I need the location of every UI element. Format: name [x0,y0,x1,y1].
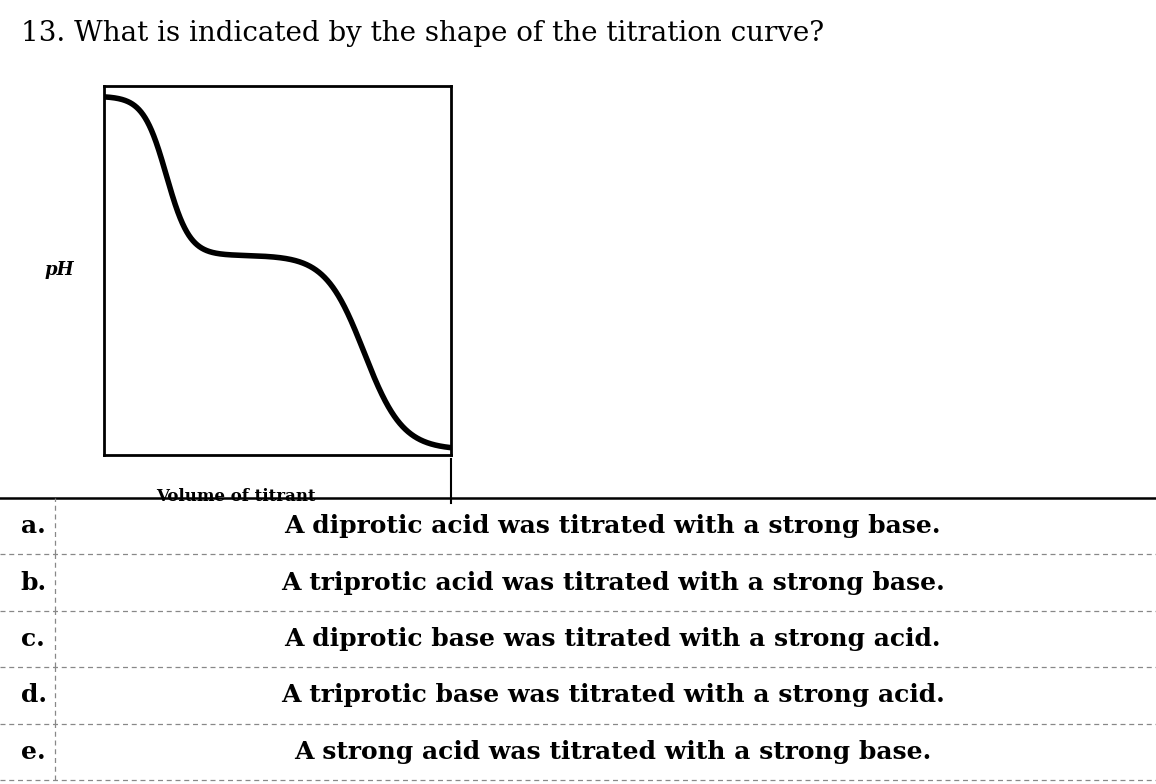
Text: d.: d. [21,684,46,707]
Text: c.: c. [21,627,45,651]
Text: pH: pH [44,262,74,279]
Text: A triprotic base was titrated with a strong acid.: A triprotic base was titrated with a str… [281,684,944,707]
Text: A strong acid was titrated with a strong base.: A strong acid was titrated with a strong… [294,740,932,764]
Text: A diprotic acid was titrated with a strong base.: A diprotic acid was titrated with a stro… [284,514,941,538]
Text: 13. What is indicated by the shape of the titration curve?: 13. What is indicated by the shape of th… [21,20,824,46]
Text: A diprotic base was titrated with a strong acid.: A diprotic base was titrated with a stro… [284,627,941,651]
Text: b.: b. [21,571,47,594]
Text: A triprotic acid was titrated with a strong base.: A triprotic acid was titrated with a str… [281,571,944,594]
Text: Volume of titrant: Volume of titrant [156,488,316,505]
Text: a.: a. [21,514,45,538]
Text: e.: e. [21,740,45,764]
